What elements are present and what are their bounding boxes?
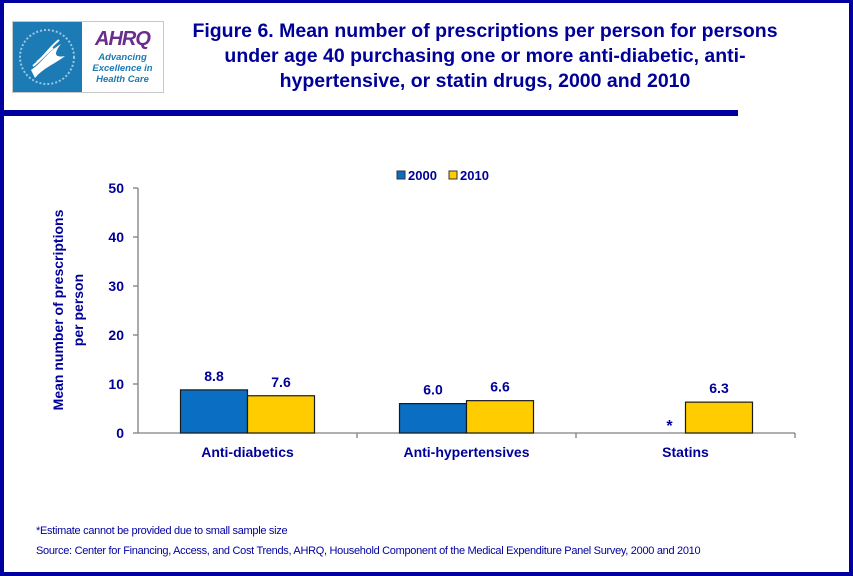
data-label: 7.6: [271, 374, 291, 390]
y-tick-label: 40: [108, 229, 124, 245]
missing-estimate-marker: *: [666, 418, 673, 435]
legend-swatch-2010: [448, 170, 458, 180]
legend-label: 2010: [460, 168, 489, 183]
x-tick-label: Anti-hypertensives: [403, 444, 529, 460]
y-axis-title: per person: [70, 274, 86, 346]
bar-2010: [246, 395, 316, 434]
bar-2010: [465, 400, 535, 434]
legend-label: 2000: [408, 168, 437, 183]
y-tick-label: 30: [108, 278, 124, 294]
bar-2010: [684, 401, 754, 434]
hhs-eagle-seal-icon: [13, 22, 82, 92]
y-tick-label: 20: [108, 327, 124, 343]
frame-bottom-border: [0, 572, 853, 576]
y-axis-title: Mean number of prescriptions: [50, 209, 66, 410]
y-tick-label: 0: [116, 425, 124, 441]
data-label: 6.0: [423, 382, 443, 398]
chart-title: Figure 6. Mean number of prescriptions p…: [192, 20, 778, 92]
frame-right-border: [849, 0, 853, 576]
header-divider: [0, 110, 738, 116]
frame-left-border: [0, 0, 4, 576]
legend-swatch-2000: [396, 170, 406, 180]
footnote: *Estimate cannot be provided due to smal…: [36, 525, 288, 537]
ahrq-tagline-line: Excellence in: [92, 63, 153, 74]
y-tick-label: 50: [108, 180, 124, 196]
ahrq-mark: AHRQ: [95, 28, 151, 50]
ahrq-tagline: Advancing Excellence in Health Care: [92, 52, 152, 85]
ahrq-tagline-line: Health Care: [96, 74, 149, 85]
ahrq-tagline-line: Advancing: [98, 52, 147, 63]
source-note: Source: Center for Financing, Access, an…: [36, 545, 701, 557]
ahrq-wordmark: AHRQ Advancing Excellence in Health Care: [82, 22, 163, 92]
bar-2000: [398, 403, 468, 434]
frame-top-border: [0, 0, 853, 3]
bar-2000: [179, 389, 249, 434]
data-label: 8.8: [204, 368, 224, 384]
x-tick-label: Statins: [662, 444, 709, 460]
x-tick-label: Anti-diabetics: [201, 444, 294, 460]
data-label: 6.3: [709, 380, 729, 396]
y-tick-label: 10: [108, 376, 124, 392]
data-label: 6.6: [490, 379, 510, 395]
ahrq-logo: AHRQ Advancing Excellence in Health Care: [12, 21, 164, 93]
